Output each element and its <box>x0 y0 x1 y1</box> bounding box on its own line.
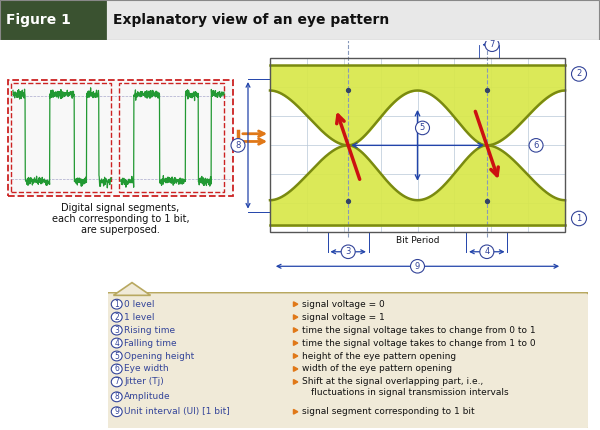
Text: time the signal voltage takes to change from 1 to 0: time the signal voltage takes to change … <box>302 338 536 347</box>
Text: 3: 3 <box>114 326 119 335</box>
Bar <box>8 80 233 196</box>
Text: 2: 2 <box>115 313 119 322</box>
Polygon shape <box>293 315 298 319</box>
Text: width of the eye pattern opening: width of the eye pattern opening <box>302 365 452 374</box>
Text: 0 level: 0 level <box>124 300 155 309</box>
Polygon shape <box>293 302 298 307</box>
Text: Digital signal segments,: Digital signal segments, <box>61 203 179 213</box>
Text: Amplitude: Amplitude <box>124 392 171 401</box>
Text: 1: 1 <box>577 214 581 223</box>
Text: signal segment corresponding to 1 bit: signal segment corresponding to 1 bit <box>302 407 475 416</box>
Text: time the signal voltage takes to change from 0 to 1: time the signal voltage takes to change … <box>302 326 536 335</box>
Circle shape <box>111 392 122 402</box>
Polygon shape <box>293 380 298 384</box>
Circle shape <box>410 259 425 273</box>
Text: 5: 5 <box>420 123 425 132</box>
Text: height of the eye pattern opening: height of the eye pattern opening <box>302 351 457 360</box>
Circle shape <box>485 38 499 52</box>
Text: 6: 6 <box>533 141 539 150</box>
Circle shape <box>111 377 122 387</box>
Text: 7: 7 <box>114 378 119 387</box>
Bar <box>0 0 105 40</box>
Text: Eye width: Eye width <box>124 365 169 374</box>
Text: 5: 5 <box>114 351 119 360</box>
Polygon shape <box>293 409 298 414</box>
Circle shape <box>480 245 494 258</box>
Text: Explanatory view of an eye pattern: Explanatory view of an eye pattern <box>113 13 389 27</box>
Circle shape <box>231 138 245 152</box>
Circle shape <box>111 338 122 348</box>
Polygon shape <box>113 283 151 295</box>
Text: Bit Period: Bit Period <box>396 236 439 245</box>
Polygon shape <box>293 353 298 358</box>
Text: signal voltage = 0: signal voltage = 0 <box>302 300 385 309</box>
Bar <box>11 83 111 192</box>
Circle shape <box>341 245 355 258</box>
Text: each corresponding to 1 bit,: each corresponding to 1 bit, <box>52 214 190 224</box>
Text: Shift at the signal overlapping part, i.e.,: Shift at the signal overlapping part, i.… <box>302 378 484 387</box>
Text: 8: 8 <box>235 141 241 150</box>
Text: Falling time: Falling time <box>124 338 177 347</box>
Text: 2: 2 <box>577 69 581 78</box>
Text: 4: 4 <box>484 247 490 256</box>
Text: 7: 7 <box>490 40 495 49</box>
Text: Jitter (Tj): Jitter (Tj) <box>124 378 164 387</box>
Circle shape <box>111 407 122 417</box>
Bar <box>270 58 565 232</box>
Circle shape <box>571 211 587 226</box>
Text: Unit interval (UI) [1 bit]: Unit interval (UI) [1 bit] <box>124 407 230 416</box>
Circle shape <box>111 325 122 335</box>
Text: 6: 6 <box>114 365 119 374</box>
Polygon shape <box>293 367 298 372</box>
Text: 1: 1 <box>115 300 119 309</box>
Polygon shape <box>293 328 298 332</box>
Text: Figure 1: Figure 1 <box>6 13 71 27</box>
Circle shape <box>111 364 122 374</box>
Text: 4: 4 <box>114 338 119 347</box>
Text: 1 level: 1 level <box>124 313 155 322</box>
Circle shape <box>111 351 122 361</box>
Text: 3: 3 <box>346 247 351 256</box>
Text: fluctuations in signal transmission intervals: fluctuations in signal transmission inte… <box>311 387 509 396</box>
Circle shape <box>415 121 430 135</box>
Text: 9: 9 <box>415 262 420 271</box>
FancyBboxPatch shape <box>106 292 589 430</box>
Bar <box>8 80 233 196</box>
Text: signal voltage = 1: signal voltage = 1 <box>302 313 385 322</box>
Text: Opening height: Opening height <box>124 351 194 360</box>
Circle shape <box>111 299 122 309</box>
Circle shape <box>571 67 587 81</box>
Circle shape <box>529 138 543 152</box>
Bar <box>105 0 600 40</box>
Bar <box>119 83 224 192</box>
Polygon shape <box>293 341 298 345</box>
Text: are superposed.: are superposed. <box>81 224 160 235</box>
Text: Rising time: Rising time <box>124 326 175 335</box>
Circle shape <box>111 312 122 322</box>
Text: 9: 9 <box>114 407 119 416</box>
Text: 8: 8 <box>115 392 119 401</box>
